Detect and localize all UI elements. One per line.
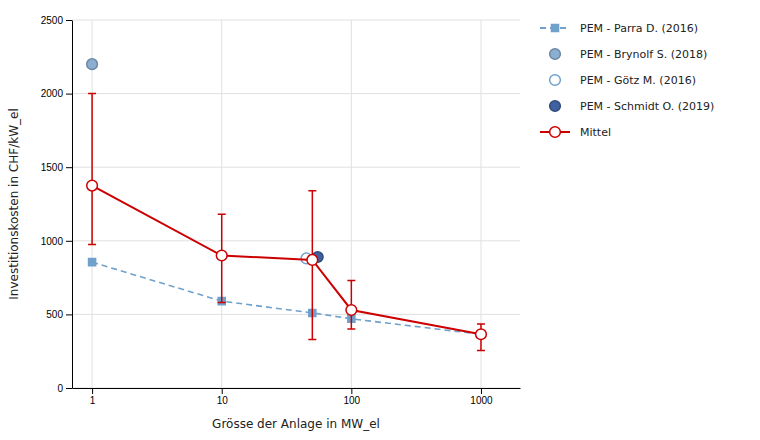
x-tick-mark bbox=[92, 388, 93, 394]
y-tick-label: 1500 bbox=[41, 162, 64, 173]
y-tick-label: 2500 bbox=[41, 15, 64, 26]
point bbox=[346, 305, 357, 316]
x-axis-title: Grösse der Anlage in MW_el bbox=[212, 417, 380, 431]
grid bbox=[72, 20, 520, 388]
legend: PEM - Parra D. (2016) PEM - Brynolf S. (2… bbox=[540, 22, 714, 139]
point bbox=[216, 250, 227, 261]
x-tick: 10 bbox=[217, 388, 229, 406]
x-tick-mark bbox=[222, 388, 223, 394]
y-axis-line bbox=[72, 21, 73, 389]
y-axis-title: Investitionskosten in CHF/kW_el bbox=[7, 108, 21, 299]
y-tick-mark bbox=[66, 94, 72, 95]
point bbox=[89, 259, 96, 266]
legend-label: PEM - Götz M. (2016) bbox=[580, 74, 696, 87]
point bbox=[87, 59, 98, 70]
legend-label: PEM - Schmidt O. (2019) bbox=[580, 100, 714, 113]
point bbox=[307, 255, 318, 266]
marks bbox=[87, 59, 487, 351]
chart: 1 10 100 1000 0 500 1000 1500 2000 2500 Grösse der… bbox=[0, 0, 760, 440]
grid-line-y bbox=[72, 93, 520, 94]
y-tick-mark bbox=[66, 20, 72, 21]
legend-item: Mittel bbox=[540, 126, 611, 139]
legend-swatch-marker bbox=[550, 75, 561, 86]
x-tick-label: 1000 bbox=[470, 395, 493, 406]
series bbox=[87, 59, 98, 70]
legend-swatch-marker bbox=[550, 49, 561, 60]
grid-line-y bbox=[72, 314, 520, 315]
grid-line-y bbox=[72, 240, 520, 241]
legend-item: PEM - Götz M. (2016) bbox=[550, 74, 696, 87]
grid-line-y bbox=[72, 20, 520, 21]
y-tick: 1000 bbox=[41, 236, 72, 247]
y-tick: 500 bbox=[46, 309, 72, 320]
y-tick-mark bbox=[66, 388, 72, 389]
y-tick-mark bbox=[66, 314, 72, 315]
x-tick-label: 1 bbox=[90, 395, 96, 406]
y-tick: 1500 bbox=[41, 162, 72, 173]
series bbox=[87, 94, 487, 351]
x-tick: 1000 bbox=[470, 388, 493, 406]
grid-line-y bbox=[72, 388, 520, 389]
legend-label: Mittel bbox=[580, 126, 611, 139]
y-tick-mark bbox=[66, 241, 72, 242]
point bbox=[476, 329, 487, 340]
legend-swatch-marker bbox=[550, 101, 561, 112]
x-axis-line bbox=[73, 388, 521, 389]
y-tick-mark bbox=[66, 167, 72, 168]
x-tick: 1 bbox=[90, 388, 96, 406]
y-tick-label: 0 bbox=[57, 383, 63, 394]
series bbox=[89, 259, 485, 338]
point bbox=[87, 180, 98, 191]
x-tick-label: 100 bbox=[344, 395, 361, 406]
x-axis: 1 10 100 1000 bbox=[73, 388, 521, 406]
x-tick-mark bbox=[481, 388, 482, 394]
plot: 1 10 100 1000 0 500 1000 1500 2000 2500 Grösse der… bbox=[7, 15, 521, 431]
legend-item: PEM - Parra D. (2016) bbox=[540, 22, 698, 35]
legend-swatch-marker bbox=[551, 24, 558, 31]
y-tick-label: 500 bbox=[46, 309, 63, 320]
x-tick: 100 bbox=[344, 388, 361, 406]
grid-line-x bbox=[221, 20, 222, 388]
x-tick-label: 10 bbox=[217, 395, 229, 406]
error-bar bbox=[88, 94, 96, 245]
legend-item: PEM - Schmidt O. (2019) bbox=[550, 100, 715, 113]
grid-line-y bbox=[72, 167, 520, 168]
legend-label: PEM - Parra D. (2016) bbox=[580, 22, 698, 35]
legend-item: PEM - Brynolf S. (2018) bbox=[550, 48, 708, 61]
y-tick: 2000 bbox=[41, 88, 72, 99]
legend-swatch-marker bbox=[550, 127, 561, 138]
y-axis: 0 500 1000 1500 2000 2500 bbox=[41, 15, 73, 394]
y-tick: 0 bbox=[57, 383, 72, 394]
series-line bbox=[92, 186, 481, 335]
y-tick-label: 1000 bbox=[41, 236, 64, 247]
legend-label: PEM - Brynolf S. (2018) bbox=[580, 48, 707, 61]
x-tick-mark bbox=[351, 388, 352, 394]
y-tick: 2500 bbox=[41, 15, 72, 26]
y-tick-label: 2000 bbox=[41, 88, 64, 99]
grid-line-x bbox=[351, 20, 352, 388]
